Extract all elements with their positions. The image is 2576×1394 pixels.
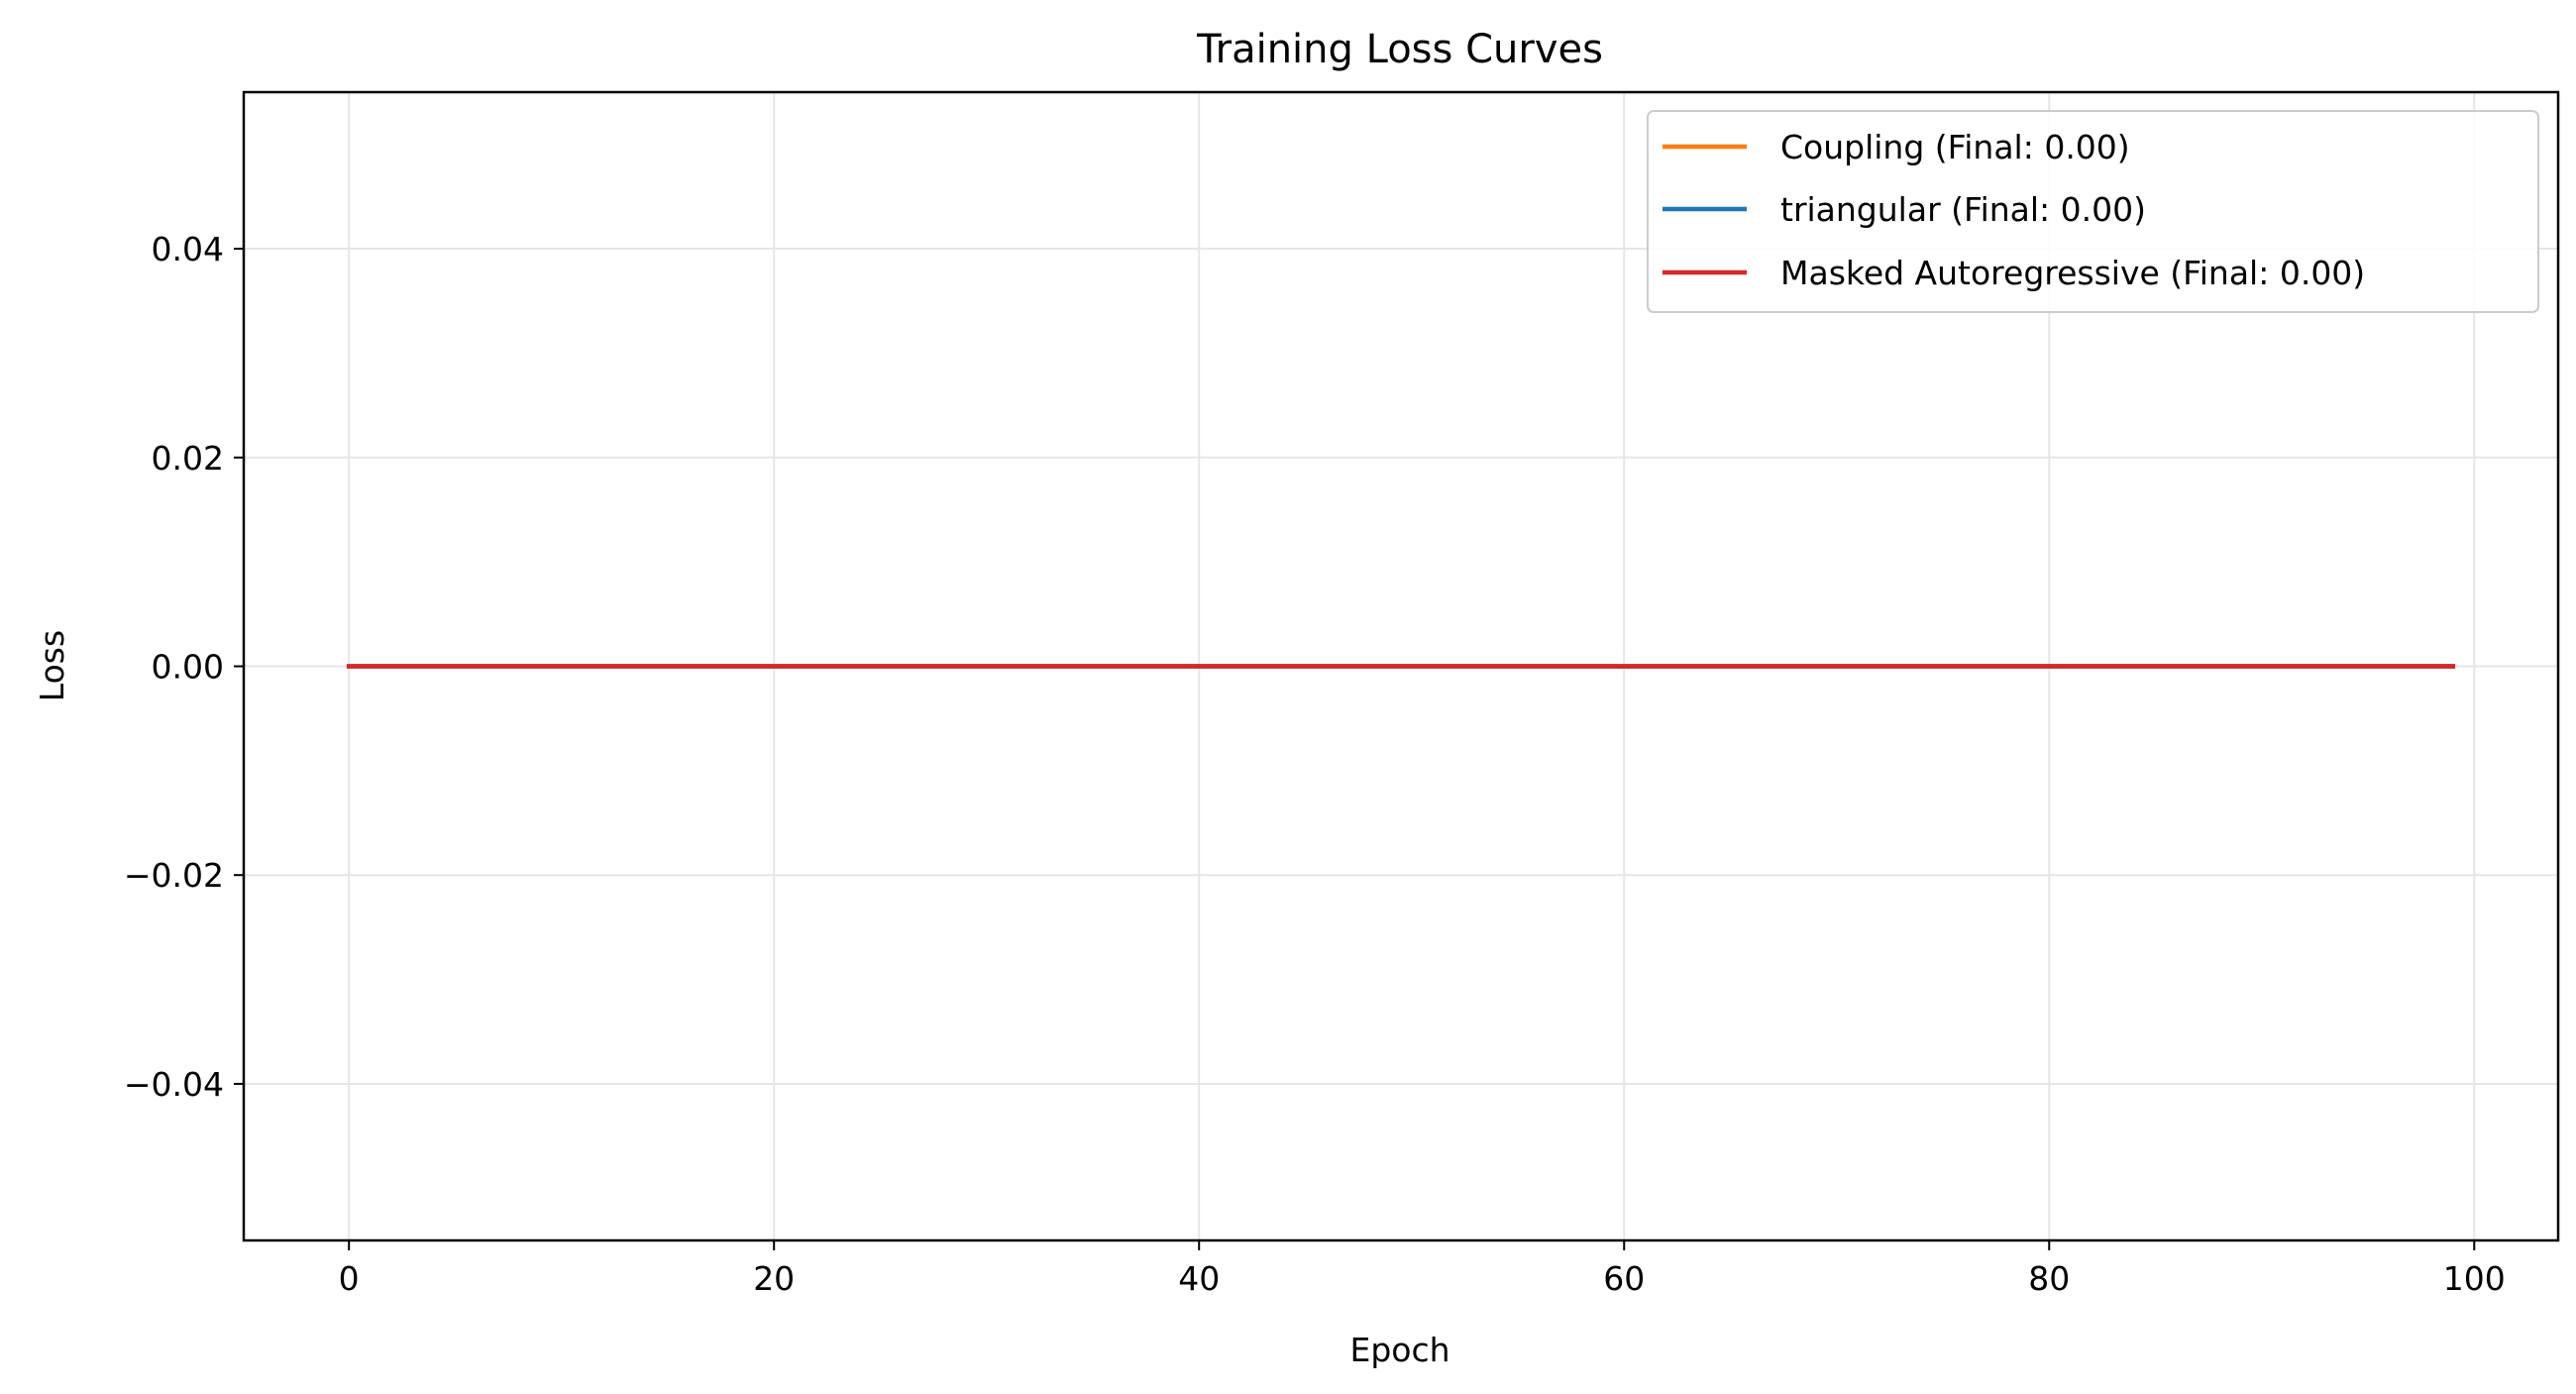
x-tick-label: 0 [339, 1259, 360, 1298]
x-tick-label: 100 [2443, 1259, 2506, 1298]
x-tick-label: 60 [1603, 1259, 1645, 1298]
x-axis-title: Epoch [1349, 1331, 1449, 1369]
y-tick-label: 0.00 [152, 648, 224, 687]
y-tick-label: 0.02 [152, 439, 224, 478]
x-tick-label: 80 [2028, 1259, 2070, 1298]
x-axis: 0 20 40 60 80 100 [339, 1240, 2506, 1298]
x-tick-label: 40 [1178, 1259, 1220, 1298]
y-tick-label: 0.04 [152, 230, 224, 268]
legend-label-coupling: Coupling (Final: 0.00) [1780, 128, 2130, 166]
legend-label-triangular: triangular (Final: 0.00) [1780, 190, 2146, 229]
x-tick-label: 20 [753, 1259, 795, 1298]
legend-box [1647, 110, 2539, 313]
legend: Coupling (Final: 0.00) triangular (Final… [1647, 110, 2539, 313]
chart-title: Training Loss Curves [1196, 27, 1603, 72]
y-tick-label: −0.02 [124, 856, 224, 895]
y-tick-label: −0.04 [124, 1065, 224, 1104]
y-axis: −0.04 −0.02 0.00 0.02 0.04 [124, 230, 244, 1104]
y-axis-title: Loss [33, 630, 71, 701]
legend-label-masked-autoregressive: Masked Autoregressive (Final: 0.00) [1780, 254, 2365, 292]
